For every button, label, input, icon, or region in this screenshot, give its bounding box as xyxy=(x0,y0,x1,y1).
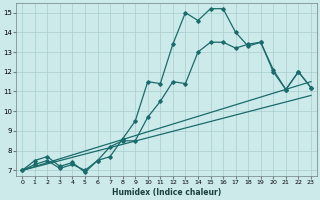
X-axis label: Humidex (Indice chaleur): Humidex (Indice chaleur) xyxy=(112,188,221,197)
